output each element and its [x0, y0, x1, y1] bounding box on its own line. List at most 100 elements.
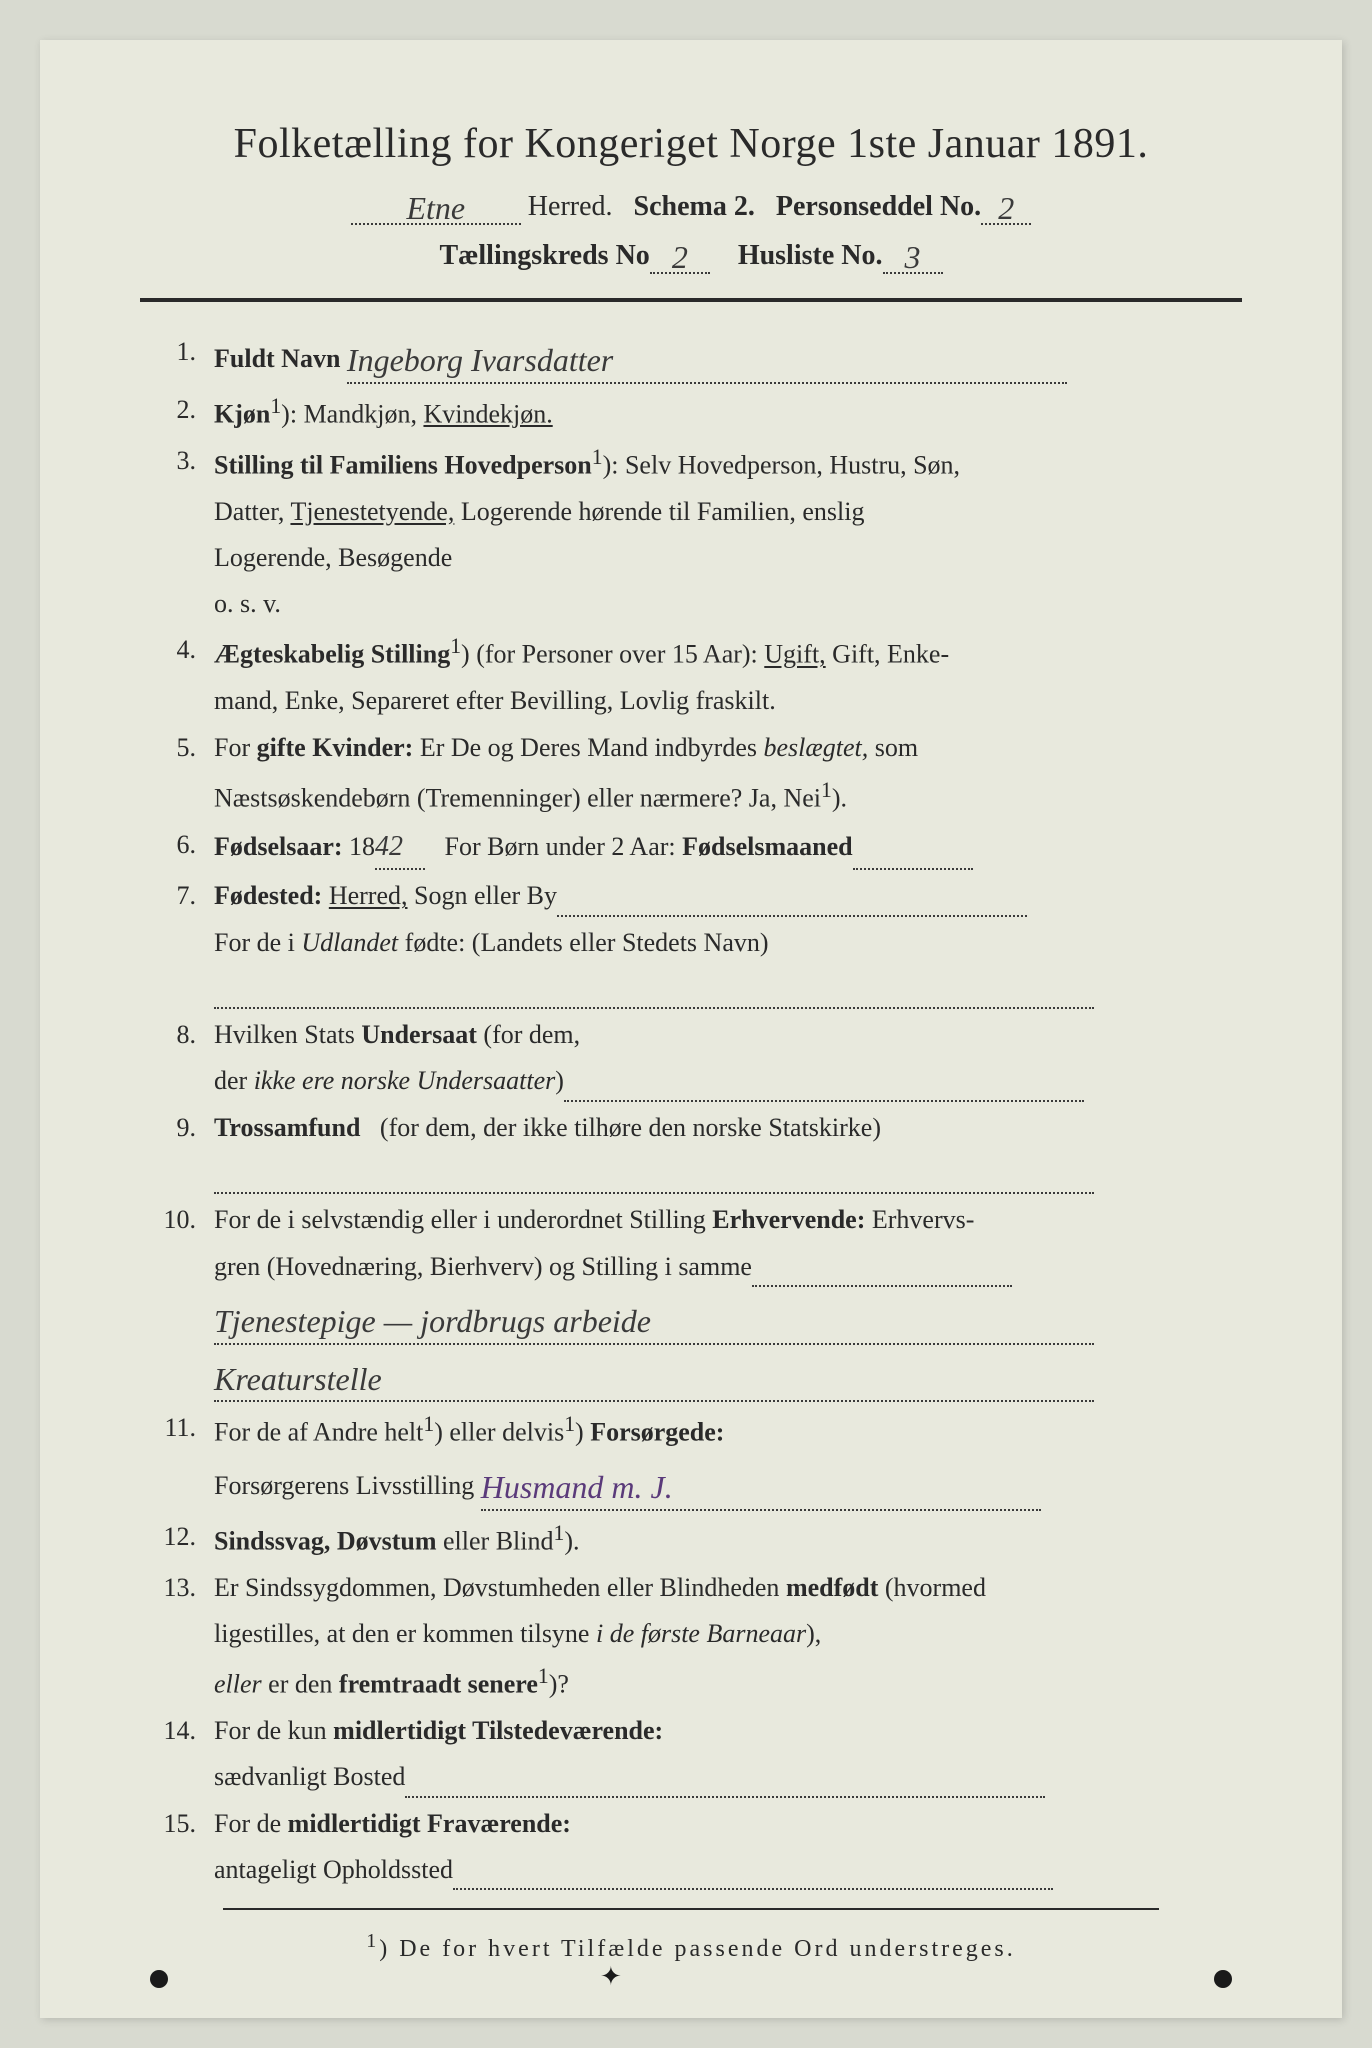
q5-line2: Næstsøskendebørn (Tremenninger) eller næ… — [214, 774, 1242, 819]
taellingskreds-value: 2 — [672, 239, 688, 275]
census-form-page: Folketælling for Kongeriget Norge 1ste J… — [40, 40, 1342, 2018]
q6-prefix: 18 — [349, 832, 375, 861]
item-4: 4. Ægteskabelig Stilling1) (for Personer… — [140, 630, 1242, 675]
item-num-6: 6. — [140, 825, 214, 870]
q6-label2: Fødselsmaaned — [682, 832, 852, 861]
q13-line2: ligestilles, at den er kommen tilsyne i … — [214, 1614, 1242, 1654]
header-divider — [140, 298, 1242, 302]
q7-line2b: Udlandet — [301, 928, 398, 957]
q10-text1: For de i selvstændig eller i underordnet… — [214, 1205, 706, 1234]
q10-value1: Tjenestepige — jordbrugs arbeide — [214, 1303, 651, 1339]
q11-value: Husmand m. J. — [481, 1469, 673, 1505]
q13-sup: 1 — [538, 1664, 549, 1688]
punch-hole-icon — [1214, 1970, 1232, 1988]
q14-line2: sædvanligt Bosted — [214, 1757, 1242, 1797]
q3-text1: Selv Hovedperson, Hustru, Søn, — [625, 450, 960, 479]
item-1: 1. Fuldt Navn Ingeborg Ivarsdatter — [140, 332, 1242, 384]
item-9: 9. Trossamfund (for dem, der ikke tilhør… — [140, 1108, 1242, 1148]
q2-opt2: Kvindekjøn. — [423, 399, 552, 428]
q7-label: Fødested: — [214, 881, 322, 910]
q9-label: Trossamfund — [214, 1113, 360, 1142]
q13-label: medfødt — [786, 1573, 878, 1602]
form-title: Folketælling for Kongeriget Norge 1ste J… — [140, 120, 1242, 168]
q12-text: eller Blind — [443, 1526, 553, 1555]
q11-line2a: Forsørgerens Livsstilling — [214, 1471, 474, 1500]
q15-line2: antageligt Opholdssted — [214, 1850, 1242, 1890]
q5-text1: Er De og Deres Mand indbyrdes — [420, 733, 757, 762]
item-num-3: 3. — [140, 441, 214, 486]
q7-line2: For de i Udlandet fødte: (Landets eller … — [214, 923, 1242, 963]
item-num-2: 2. — [140, 390, 214, 435]
husliste-value: 3 — [905, 239, 921, 275]
q5-sup: 1 — [821, 778, 832, 802]
q10-text2: Erhvervs- — [872, 1205, 975, 1234]
q11-sup1: 1 — [423, 1412, 434, 1436]
q13-line3c: fremtraadt senere — [339, 1670, 538, 1699]
item-num-10: 10. — [140, 1200, 214, 1240]
q13-line2b: i de første Barneaar — [596, 1619, 806, 1648]
item-num-8: 8. — [140, 1015, 214, 1055]
header-row-1: Etne Herred. Schema 2. Personseddel No.2 — [140, 186, 1242, 225]
q8-text1: Hvilken Stats — [214, 1020, 355, 1049]
q4-label: Ægteskabelig Stilling — [214, 640, 450, 669]
q1-label: Fuldt Navn — [214, 344, 340, 373]
item-num-12: 12. — [140, 1517, 214, 1562]
item-11: 11. For de af Andre helt1) eller delvis1… — [140, 1408, 1242, 1453]
item-10: 10. For de i selvstændig eller i underor… — [140, 1200, 1242, 1240]
q11-text2: eller delvis — [449, 1418, 564, 1447]
item-5: 5. For gifte Kvinder: Er De og Deres Man… — [140, 728, 1242, 768]
q3-line2c: Logerende hørende til Familien, enslig — [461, 497, 865, 526]
schema-label: Schema 2. — [634, 191, 755, 222]
q3-label: Stilling til Familiens Hovedperson — [214, 450, 592, 479]
q13-line2a: ligestilles, at den er kommen tilsyne — [214, 1619, 589, 1648]
q11-text1: For de af Andre helt — [214, 1418, 423, 1447]
q12-label: Sindssvag, Døvstum — [214, 1526, 437, 1555]
q3-line2a: Datter, — [214, 497, 284, 526]
q14-text: For de kun — [214, 1716, 327, 1745]
q9-line2 — [214, 1154, 1242, 1194]
q15-line2a: antageligt Opholdssted — [214, 1855, 453, 1884]
item-num-1: 1. — [140, 332, 214, 384]
item-num-7: 7. — [140, 876, 214, 916]
q4-sup: 1 — [450, 634, 461, 658]
q10-label: Erhvervende: — [712, 1205, 865, 1234]
header-row-2: Tællingskreds No 2 Husliste No. 3 — [140, 235, 1242, 274]
item-num-9: 9. — [140, 1108, 214, 1148]
q14-line2a: sædvanligt Bosted — [214, 1762, 405, 1791]
q5-line2a: Næstsøskendebørn (Tremenninger) eller næ… — [214, 784, 821, 813]
q4-text1: (for Personer over 15 Aar): — [476, 640, 758, 669]
punch-mark-icon: ✦ — [600, 1962, 622, 1992]
item-13: 13. Er Sindssygdommen, Døvstumheden elle… — [140, 1568, 1242, 1608]
q4-text2: Gift, Enke- — [832, 640, 949, 669]
q8-line2: der ikke ere norske Undersaatter) — [214, 1061, 1242, 1101]
q7-line3 — [214, 969, 1242, 1009]
punch-hole-icon — [150, 1970, 168, 1988]
q15-text: For de — [214, 1809, 281, 1838]
q10-value2: Kreaturstelle — [214, 1361, 382, 1397]
q10-value-line2: Kreaturstelle — [214, 1351, 1242, 1403]
item-6: 6. Fødselsaar: 1842 For Børn under 2 Aar… — [140, 825, 1242, 870]
item-num-11: 11. — [140, 1408, 214, 1453]
q3-line2: Datter, Tjenestetyende, Logerende hørend… — [214, 492, 1242, 532]
q8-label: Undersaat — [361, 1020, 477, 1049]
personseddel-value: 2 — [998, 190, 1014, 226]
q3-line3: Logerende, Besøgende — [214, 538, 1242, 578]
footnote: 1) De for hvert Tilfælde passende Ord un… — [140, 1930, 1242, 1963]
personseddel-label: Personseddel No. — [776, 191, 981, 222]
taellingskreds-label: Tællingskreds No — [439, 240, 649, 271]
q8-text2: (for dem, — [483, 1020, 580, 1049]
q11-line2: Forsørgerens Livsstilling Husmand m. J. — [214, 1459, 1242, 1511]
q4-opt1: Ugift, — [764, 640, 825, 669]
item-num-15: 15. — [140, 1804, 214, 1844]
q13-line3: eller er den fremtraadt senere1)? — [214, 1660, 1242, 1705]
q6-value: 42 — [375, 831, 403, 862]
item-2: 2. Kjøn1): Mandkjøn, Kvindekjøn. — [140, 390, 1242, 435]
footnote-text: De for hvert Tilfælde passende Ord under… — [399, 1936, 1016, 1962]
q13-text2: (hvormed — [885, 1573, 986, 1602]
q5-text1c: som — [875, 733, 918, 762]
item-num-4: 4. — [140, 630, 214, 675]
herred-value: Etne — [406, 190, 465, 226]
q1-value: Ingeborg Ivarsdatter — [347, 342, 613, 378]
husliste-label: Husliste No. — [738, 240, 883, 271]
q11-sup2: 1 — [564, 1412, 575, 1436]
